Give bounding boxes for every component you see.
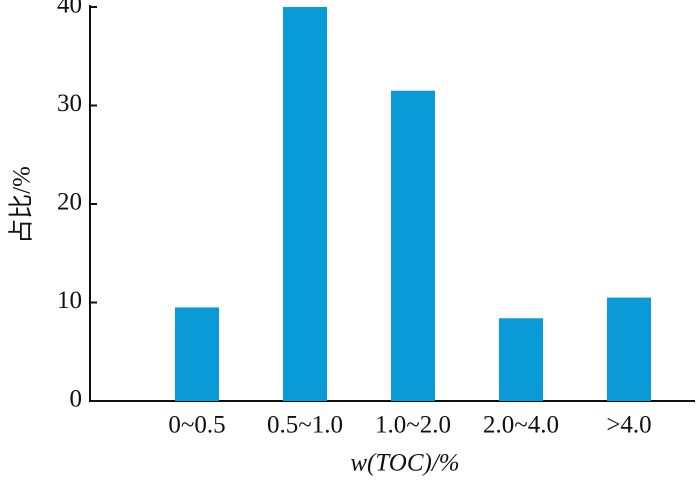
bar [175, 307, 219, 401]
y-tick-label: 20 [57, 189, 82, 216]
x-axis-label: w(TOC)/% [350, 450, 459, 477]
y-axis-label: 占比/% [8, 166, 36, 244]
x-tick-label: 1.0~2.0 [375, 412, 451, 439]
y-tick-label: 30 [57, 90, 82, 117]
bar [607, 297, 651, 401]
y-tick-label: 10 [57, 287, 82, 314]
bar [499, 318, 543, 401]
x-tick-label: >4.0 [606, 412, 651, 439]
bar [391, 90, 435, 401]
bar [283, 7, 327, 401]
x-tick-label: 0~0.5 [168, 412, 225, 439]
y-tick-label: 40 [57, 0, 82, 19]
x-tick-label: 0.5~1.0 [267, 412, 343, 439]
y-tick-label: 0 [70, 386, 83, 413]
x-tick-label: 2.0~4.0 [483, 412, 559, 439]
